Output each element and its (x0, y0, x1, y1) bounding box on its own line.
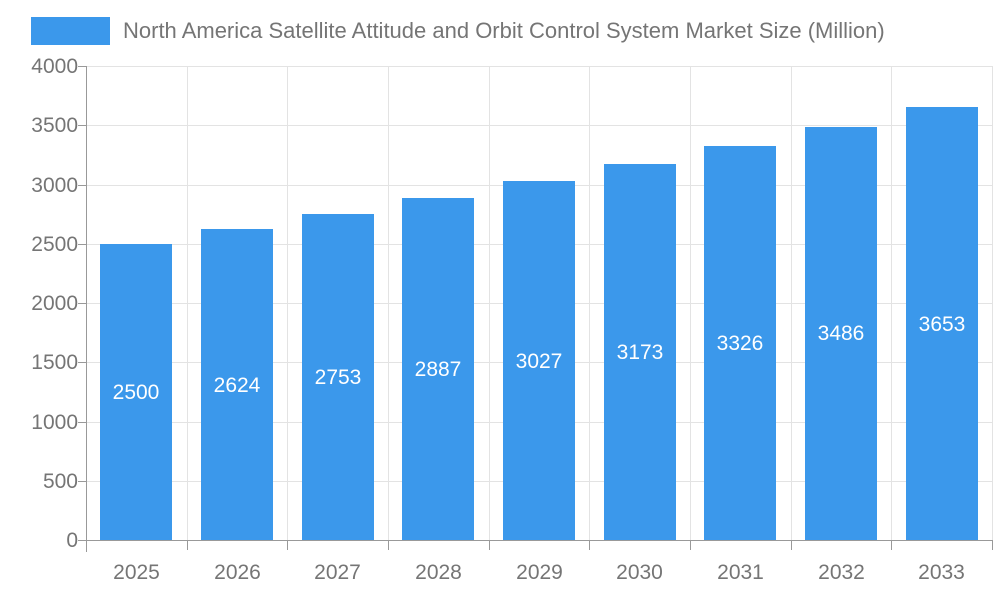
gridline-vertical (891, 66, 893, 540)
legend-swatch (31, 17, 110, 45)
gridline-vertical (690, 66, 691, 540)
gridline-vertical (388, 66, 389, 540)
gridline-vertical (589, 66, 591, 540)
bar-2029[interactable] (503, 181, 575, 540)
x-axis-label: 2030 (616, 561, 663, 584)
gridline-vertical (488, 66, 490, 540)
x-axis-label: 2031 (717, 561, 764, 584)
y-axis-tick (78, 540, 86, 541)
x-axis-tick (589, 540, 591, 550)
bar-2025[interactable] (100, 243, 172, 540)
y-axis-label: 4000 (31, 55, 78, 78)
y-axis-tick (78, 184, 86, 186)
gridline-vertical (790, 66, 792, 540)
y-axis-tick (78, 421, 86, 423)
y-axis-label: 1500 (31, 351, 78, 375)
x-axis-tick (992, 540, 993, 550)
gridline-horizontal (86, 66, 992, 67)
bar-2026[interactable] (201, 229, 273, 540)
gridline-vertical (287, 66, 289, 540)
x-axis-tick (488, 540, 490, 550)
bar-2031[interactable] (704, 145, 776, 540)
bar-2030[interactable] (604, 163, 676, 540)
x-axis-label: 2025 (113, 561, 160, 584)
y-axis-label: 2000 (31, 292, 78, 315)
bar-2028[interactable] (402, 197, 474, 540)
chart-title: North America Satellite Attitude and Orb… (123, 18, 885, 43)
y-axis-tick (78, 243, 86, 245)
x-axis-tick (891, 540, 893, 550)
y-axis-line (86, 66, 87, 552)
y-axis-label: 3500 (31, 114, 78, 138)
x-axis-tick (186, 540, 188, 550)
y-axis-label: 2500 (31, 232, 78, 256)
y-axis-tick (78, 362, 86, 364)
x-axis-tick (790, 540, 792, 550)
x-axis-label: 2029 (516, 561, 563, 584)
y-axis-label: 0 (66, 529, 78, 552)
x-axis-label: 2033 (918, 561, 965, 584)
y-axis-tick (78, 66, 86, 67)
x-axis-label: 2028 (415, 561, 462, 584)
x-axis-tick (287, 540, 289, 550)
x-axis-tick (690, 540, 691, 550)
x-axis-label: 2027 (314, 561, 361, 584)
bar-2027[interactable] (302, 213, 374, 540)
bar-2033[interactable] (906, 107, 978, 540)
y-axis-label: 1000 (31, 410, 78, 434)
x-axis-line (86, 540, 992, 541)
gridline-vertical (186, 66, 188, 540)
legend-item[interactable]: North America Satellite Attitude and Orb… (31, 17, 885, 45)
x-axis-label: 2032 (818, 561, 865, 584)
gridline-horizontal (86, 125, 992, 127)
x-axis-tick (388, 540, 389, 550)
y-axis-label: 500 (42, 469, 78, 493)
x-axis-label: 2026 (214, 561, 261, 584)
y-axis-tick (78, 480, 86, 482)
y-axis-label: 3000 (31, 173, 78, 197)
y-axis-tick (78, 125, 86, 127)
gridline-vertical (992, 66, 993, 540)
y-axis-tick (78, 303, 86, 304)
bar-2032[interactable] (805, 126, 877, 540)
